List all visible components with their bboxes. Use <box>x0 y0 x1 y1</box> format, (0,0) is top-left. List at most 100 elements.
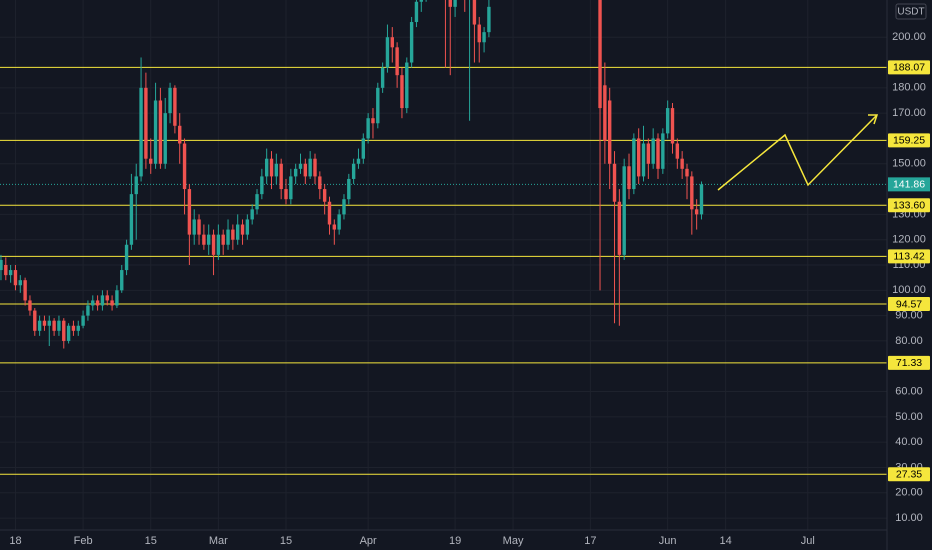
candle-body <box>129 194 134 245</box>
candle-body <box>33 310 37 331</box>
candle-body <box>651 138 655 164</box>
candle-body <box>124 244 129 271</box>
level-label: 113.42 <box>893 251 924 263</box>
y-tick-label: 200.00 <box>892 31 926 43</box>
level-label-box <box>888 355 930 370</box>
candle-body <box>13 270 18 286</box>
y-tick-label: 100.00 <box>892 284 926 296</box>
candle-body <box>380 67 385 88</box>
candle-body <box>264 158 269 177</box>
level-label: 94.57 <box>896 298 922 310</box>
candle-body <box>670 108 675 144</box>
candle-body <box>419 0 423 2</box>
candle-body <box>95 300 100 306</box>
candle-body <box>337 214 341 230</box>
candle-body <box>347 178 351 200</box>
candle-body <box>105 295 109 301</box>
candle-body <box>448 0 452 7</box>
candle-body <box>62 320 66 341</box>
candle-body <box>598 0 602 109</box>
y-tick-label: 150.00 <box>892 158 926 170</box>
candle-body <box>110 300 114 306</box>
level-label-box <box>888 60 930 75</box>
candle-body <box>487 6 491 33</box>
candle-body <box>86 305 90 316</box>
candle-body <box>100 295 105 306</box>
price-axis: 10.0020.0030.0040.0050.0060.0080.0090.00… <box>888 31 930 524</box>
candle-body <box>675 143 680 159</box>
y-tick-label: 120.00 <box>892 234 926 246</box>
projection-arrow <box>717 114 878 191</box>
level-label-box <box>888 133 930 148</box>
candle-body <box>81 315 85 326</box>
levels <box>0 66 887 475</box>
candle-body <box>231 229 235 240</box>
level-label: 188.07 <box>893 62 925 74</box>
candle-body <box>221 234 225 245</box>
candle-body <box>366 118 370 139</box>
candle-body <box>636 138 641 177</box>
candle-body <box>351 163 356 179</box>
level-label-box <box>888 297 930 312</box>
level-label-box <box>888 198 930 213</box>
arrow-head <box>868 114 879 125</box>
y-tick-label: 20.00 <box>895 487 923 499</box>
candle-body <box>395 47 399 76</box>
candle-body <box>197 219 201 235</box>
candle-body <box>202 234 206 245</box>
x-tick-label: 15 <box>280 535 292 547</box>
candle-body <box>4 265 8 276</box>
x-tick-label: Jun <box>659 535 677 547</box>
candle-body <box>694 209 699 215</box>
candle-body <box>690 176 694 210</box>
candle-body <box>250 209 254 220</box>
candle-body <box>37 320 42 331</box>
y-tick-label: 90.00 <box>895 310 923 322</box>
candle-body <box>42 320 47 326</box>
candle-body <box>153 100 158 164</box>
y-tick-label: 170.00 <box>892 107 926 119</box>
candle-body <box>308 158 312 177</box>
candle-body <box>400 75 404 109</box>
candle-body <box>163 113 167 164</box>
candle-body <box>211 234 216 255</box>
candle-body <box>255 194 259 210</box>
x-tick-label: May <box>503 535 524 547</box>
x-tick-label: Mar <box>209 535 228 547</box>
candle-body <box>303 163 308 177</box>
candle-body <box>371 118 375 124</box>
candle-body <box>332 224 337 230</box>
candle-body <box>472 0 477 25</box>
candle-body <box>453 0 457 7</box>
candle-body <box>477 24 481 43</box>
candle-body <box>0 259 3 271</box>
candle-body <box>52 320 56 331</box>
candle-body <box>385 37 390 68</box>
candle-body <box>260 176 264 195</box>
x-tick-label: Apr <box>360 535 377 547</box>
candle-body <box>57 320 61 331</box>
candle-body <box>240 224 245 235</box>
candle-body <box>149 158 153 164</box>
level-label: 133.60 <box>893 200 925 212</box>
level-label-box <box>888 467 930 482</box>
y-tick-label: 50.00 <box>895 411 923 423</box>
candle-body <box>18 280 22 286</box>
candle-body <box>646 143 651 164</box>
candle-body <box>182 143 187 190</box>
candle-body <box>289 176 293 200</box>
candle-body <box>284 189 288 200</box>
candle-body <box>322 189 327 202</box>
candle-body <box>274 163 279 177</box>
candle-body <box>617 201 622 255</box>
candle-body <box>134 176 138 195</box>
candle-body <box>327 201 332 225</box>
candle-body <box>612 163 617 202</box>
candle-body <box>279 163 283 190</box>
candle-body <box>409 22 414 63</box>
candle-body <box>641 143 646 177</box>
candle-body <box>603 85 607 141</box>
candle-body <box>607 100 612 164</box>
candle-body <box>342 199 346 215</box>
